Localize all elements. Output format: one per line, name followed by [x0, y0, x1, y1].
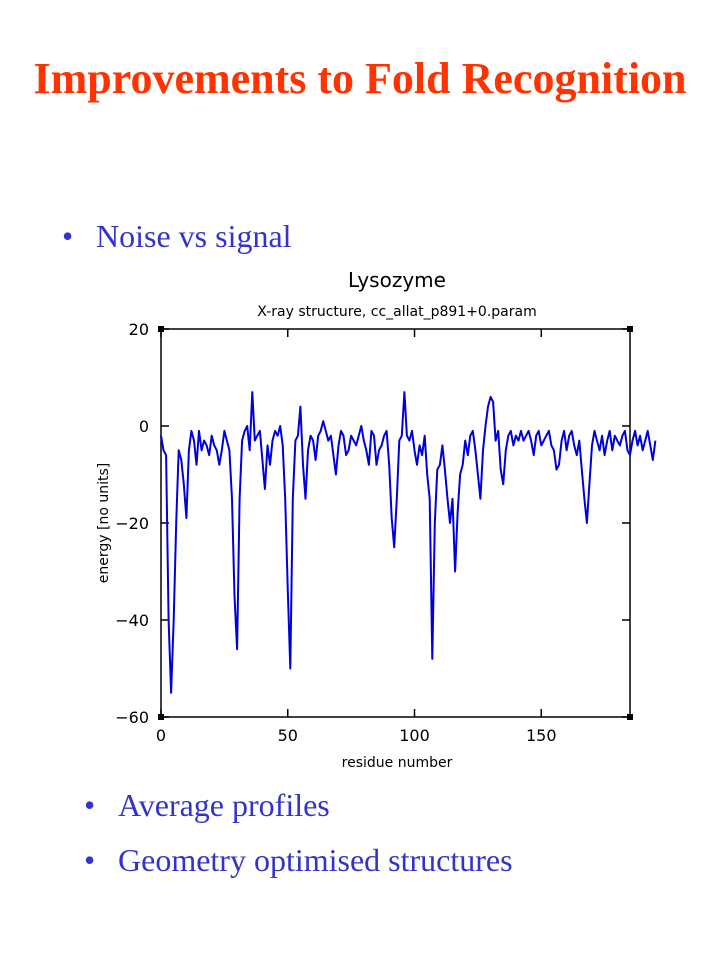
bullet-dot: • [62, 218, 74, 254]
x-tick-label: 50 [278, 726, 298, 745]
bullet-average-profiles: • Average profiles [84, 787, 330, 824]
y-tick-label: −40 [115, 611, 149, 630]
bullet-text: Average profiles [118, 787, 330, 823]
y-tick-label: 0 [139, 417, 149, 436]
y-axis-label: energy [no units] [96, 463, 112, 583]
series-line-energy [160, 391, 657, 694]
bullet-noise-vs-signal: • Noise vs signal [62, 218, 292, 255]
y-tick-label: 20 [129, 320, 149, 339]
bullet-dot: • [84, 787, 96, 823]
chart-title: Lysozyme [348, 268, 446, 292]
slide-title: Improvements to Fold Recognition [33, 54, 687, 103]
y-tick-label: −20 [115, 514, 149, 533]
y-tick-label: −60 [115, 708, 149, 727]
bullet-text: Geometry optimised structures [118, 842, 513, 878]
bullet-dot: • [84, 842, 96, 878]
x-tick-label: 150 [526, 726, 557, 745]
bullet-geometry-optimised: • Geometry optimised structures [84, 842, 513, 879]
chart-subtitle: X-ray structure, cc_allat_p891+0.param [257, 304, 536, 320]
x-axis-label: residue number [342, 755, 453, 771]
x-tick-label: 100 [399, 726, 430, 745]
bullet-text: Noise vs signal [96, 218, 292, 254]
x-tick-label: 0 [156, 726, 166, 745]
